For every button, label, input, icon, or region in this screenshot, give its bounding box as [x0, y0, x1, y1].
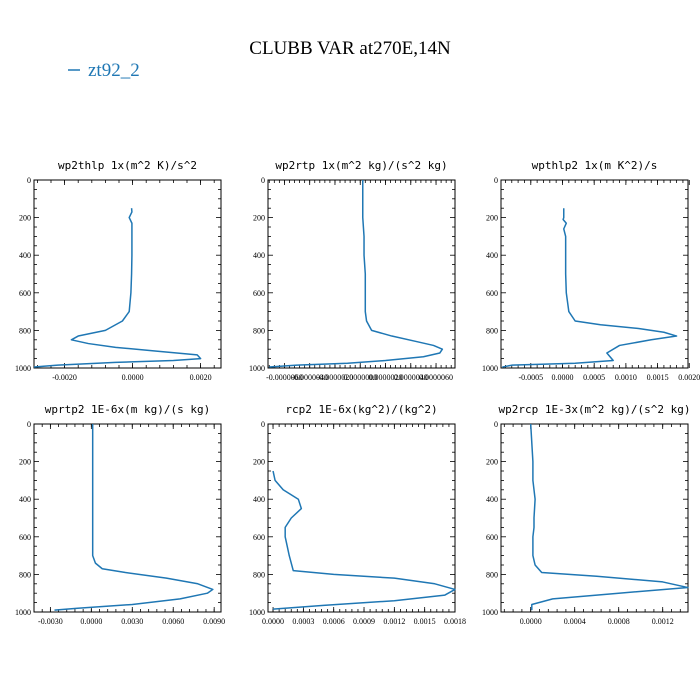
x-tick-label: -0.0000020 — [317, 373, 354, 382]
x-tick-label: 0.0006 — [323, 617, 345, 626]
y-tick-label: 0 — [27, 176, 31, 185]
x-tick-label: 0.0090 — [203, 617, 225, 626]
y-tick-label: 800 — [486, 326, 498, 335]
plot-frame — [267, 423, 456, 613]
y-tick-label: 400 — [19, 251, 31, 260]
y-tick-label: 800 — [253, 570, 265, 579]
y-tick-label: 600 — [486, 533, 498, 542]
x-tick-label: 0.0004 — [564, 617, 586, 626]
x-tick-label: 0.0012 — [383, 617, 405, 626]
x-tick-label: 0.0009 — [353, 617, 375, 626]
y-tick-label: 200 — [486, 214, 498, 223]
x-tick-label: 0.0020 — [190, 373, 212, 382]
series-line — [33, 208, 202, 368]
y-tick-label: 600 — [19, 289, 31, 298]
x-tick-label: 0.0000060 — [419, 373, 453, 382]
legend: zt92_2 — [68, 60, 140, 81]
x-tick-label: 0.0000020 — [369, 373, 403, 382]
x-tick-label: -0.0020 — [52, 373, 77, 382]
legend-label: zt92_2 — [88, 60, 140, 81]
y-tick-label: 1000 — [15, 608, 31, 617]
x-tick-label: -0.0000060 — [266, 373, 303, 382]
chart-panel-1: wp2thlp 1x(m^2 K)/s^2 0 200 400 600 800 1000 -0… — [15, 159, 222, 382]
panel-title: wprtp2 1E-6x(m kg)/(s kg) — [45, 403, 211, 416]
y-tick-label: 0 — [494, 176, 498, 185]
x-tick-label: 0.0003 — [292, 617, 314, 626]
series-line — [529, 423, 689, 611]
y-tick-label: 1000 — [249, 364, 265, 373]
x-tick-label: 0.0030 — [121, 617, 143, 626]
series-line — [502, 208, 678, 368]
chart-panel-6: wp2rcp 1E-3x(m^2 kg)/(s^2 kg)0 200 400 600 8… — [482, 403, 691, 626]
chart-panel-4: wprtp2 1E-6x(m kg)/(s kg) 0 200 400 600 800 10… — [15, 403, 225, 626]
panel-title: wpthlp2 1x(m K^2)/s — [532, 159, 658, 172]
y-tick-label: 400 — [486, 251, 498, 260]
panels-group: wp2thlp 1x(m^2 K)/s^202004006008001000-0… — [15, 159, 700, 626]
x-tick-label: 0.0010 — [615, 373, 637, 382]
chart-panel-3: wpthlp2 1x(m K^2)/s 0 200 400 600 800 1000 -0.0… — [482, 159, 700, 382]
series-line — [269, 180, 444, 368]
x-tick-label: 0.0015 — [414, 617, 436, 626]
y-tick-label: 200 — [486, 458, 498, 467]
y-tick-label: 400 — [486, 495, 498, 504]
y-tick-label: 0 — [494, 420, 498, 429]
y-tick-label: 800 — [19, 570, 31, 579]
x-tick-label: 0.0000 — [262, 617, 284, 626]
y-tick-label: 200 — [19, 458, 31, 467]
y-tick-label: 800 — [253, 326, 265, 335]
y-tick-label: 600 — [253, 289, 265, 298]
x-tick-label: -0.0000040 — [291, 373, 328, 382]
y-tick-label: 200 — [253, 214, 265, 223]
y-tick-label: 1000 — [15, 364, 31, 373]
plot-frame — [500, 179, 689, 369]
chart-panel-5: rcp2 1E-6x(kg^2)/(kg^2) 0 200 400 600 800 1000… — [249, 403, 466, 626]
plot-frame — [33, 179, 222, 369]
y-tick-label: 600 — [253, 533, 265, 542]
x-tick-label: 0.0000 — [80, 617, 102, 626]
panel-title: wp2rtp 1x(m^2 kg)/(s^2 kg) — [275, 159, 447, 172]
y-tick-label: 1000 — [482, 364, 498, 373]
y-tick-label: 600 — [19, 533, 31, 542]
y-tick-label: 600 — [486, 289, 498, 298]
y-tick-label: 1000 — [482, 608, 498, 617]
plot-frame — [267, 179, 456, 369]
y-tick-label: 400 — [253, 251, 265, 260]
y-tick-label: 400 — [19, 495, 31, 504]
x-tick-label: 0.0018 — [444, 617, 466, 626]
x-tick-label: 0.0005 — [583, 373, 605, 382]
x-tick-label: 0.0000040 — [394, 373, 428, 382]
y-tick-label: 400 — [253, 495, 265, 504]
y-tick-label: 800 — [19, 326, 31, 335]
panel-title: wp2thlp 1x(m^2 K)/s^2 — [58, 159, 197, 172]
y-tick-label: 1000 — [249, 608, 265, 617]
y-tick-label: 200 — [19, 214, 31, 223]
chart-panel-2: wp2rtp 1x(m^2 kg)/(s^2 kg) 0 200 400 600 800 1… — [249, 159, 456, 382]
x-tick-label: 0.0015 — [647, 373, 669, 382]
plot-frame — [500, 423, 689, 613]
y-tick-label: 0 — [27, 420, 31, 429]
x-tick-label: 0.0000 — [551, 373, 573, 382]
y-tick-label: 0 — [261, 420, 265, 429]
panel-title: rcp2 1E-6x(kg^2)/(kg^2) — [285, 403, 437, 416]
x-tick-label: 0.0060 — [162, 617, 184, 626]
y-tick-label: 200 — [253, 458, 265, 467]
x-tick-label: -0.0005 — [518, 373, 543, 382]
x-tick-label: 0.0012 — [652, 617, 674, 626]
series-line — [272, 470, 456, 610]
figure-title: CLUBB VAR at270E,14N — [249, 38, 451, 59]
x-tick-label: 0.0000 — [122, 373, 144, 382]
x-tick-label: 0.0000 — [520, 617, 542, 626]
y-tick-label: 800 — [486, 570, 498, 579]
x-tick-label: 0.0020 — [678, 373, 700, 382]
y-tick-label: 0 — [261, 176, 265, 185]
series-line — [54, 424, 214, 611]
x-tick-label: 0.0008 — [608, 617, 630, 626]
plot-frame — [33, 423, 222, 613]
panel-title: wp2rcp 1E-3x(m^2 kg)/(s^2 kg) — [498, 403, 690, 416]
x-tick-label: -0.0030 — [38, 617, 63, 626]
x-tick-label: 0.0000000 — [343, 373, 377, 382]
